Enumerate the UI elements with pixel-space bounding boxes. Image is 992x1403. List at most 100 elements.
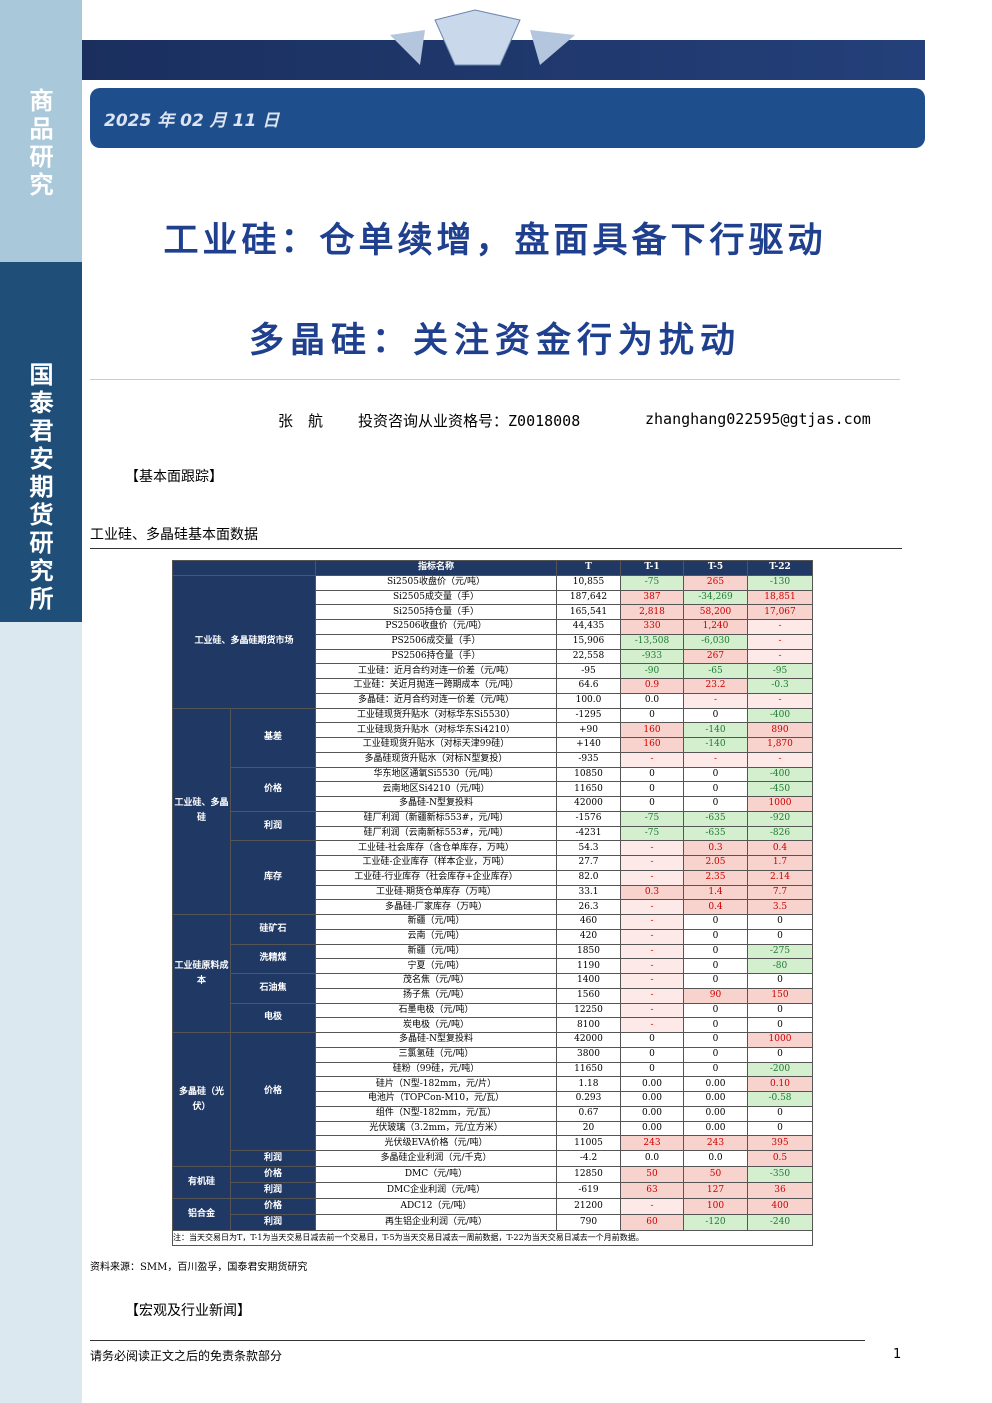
value-cell: -4.2 (556, 1150, 621, 1167)
value-cell: -140 (683, 737, 748, 753)
indicator-name: 多晶硅企业利润（元/千克） (315, 1150, 557, 1167)
value-cell: 2.14 (747, 869, 813, 886)
value-cell: 1,240 (683, 619, 748, 635)
table-row: 电极 石墨电极（元/吨） 12250-0 0 (173, 1002, 813, 1033)
indicator-name: PS2506收盘价（元/吨） (315, 619, 557, 635)
indicator-name: 多晶硅：近月合约对连一价差（元/吨） (315, 692, 557, 709)
value-cell: 0.00 (683, 1120, 748, 1137)
value-cell: -920 (747, 810, 813, 827)
value-cell: 12250 (556, 1002, 621, 1019)
value-cell: 33.1 (556, 884, 621, 901)
value-cell: -0.3 (747, 678, 813, 694)
group-label: 多晶硅（光伏） (172, 1032, 231, 1167)
value-cell: 243 (683, 1135, 748, 1151)
value-cell: 0 (683, 1017, 748, 1033)
date: 2025 年 02 月 11 日 (104, 111, 280, 131)
table-row: 石油焦 茂名焦（元/吨） 1400-0 0 (173, 973, 813, 1004)
value-cell: - (620, 1017, 684, 1033)
table-caption: 工业硅、多晶硅基本面数据 (90, 527, 258, 543)
table-row: 铝合金 价格 ADC12（元/吨） 21200-100 400 (172, 1198, 813, 1231)
value-cell: 3.5 (747, 899, 813, 915)
value-cell: - (747, 692, 813, 709)
value-cell: - (683, 692, 748, 709)
value-cell: -120 (683, 1214, 748, 1231)
value-cell: -450 (747, 781, 813, 797)
table-row: 工业硅：近月合约对连一价差（元/吨） -95 -90 -65 -95 (173, 663, 813, 679)
table-row: 工业硅-企业库存（样本企业，万吨） 27.7-2.05 1.7 (173, 855, 813, 871)
value-cell: 20 (556, 1120, 621, 1137)
value-cell: 60 (620, 1214, 684, 1231)
sidebar-fill (0, 622, 82, 1403)
indicator-name: 组件（N型-182mm，元/瓦） (315, 1105, 557, 1122)
indicator-name: DMC企业利润（元/吨） (315, 1182, 557, 1199)
value-cell: 0 (747, 1002, 813, 1019)
subgroup-label: 基差 (230, 707, 316, 768)
indicator-name: 工业硅：近月合约对连一价差（元/吨） (315, 663, 557, 679)
indicator-name: 工业硅-期货仓单库存（万吨） (315, 884, 557, 901)
value-cell: 100.0 (556, 692, 621, 709)
value-cell: -350 (747, 1166, 813, 1183)
value-cell: 160 (620, 722, 684, 738)
table-row: 多晶硅（光伏） 价格 多晶硅-N型复投料 42000 0 0 1000 (172, 1032, 813, 1167)
value-cell: -275 (747, 943, 813, 960)
license: 投资咨询从业资格号：Z0018008 (358, 412, 581, 430)
column-header: 指标名称 (315, 560, 557, 576)
group-label: 工业硅、多晶硅期货市场 (172, 574, 316, 709)
indicator-name: 工业硅：关近月抛连一跨期成本（元/吨） (315, 678, 557, 694)
value-cell: 400 (747, 1198, 813, 1215)
indicator-name: 工业硅现货升贴水（对标华东Si5530） (315, 707, 557, 724)
value-cell: -75 (620, 825, 684, 842)
value-cell: - (747, 648, 813, 665)
indicator-name: 工业硅-企业库存（样本企业，万吨） (315, 855, 557, 871)
value-cell: 11650 (556, 1061, 621, 1078)
value-cell: 0 (620, 781, 684, 797)
value-cell: +90 (556, 722, 621, 738)
value-cell: 127 (683, 1182, 748, 1199)
value-cell: 50 (683, 1166, 748, 1183)
indicator-name: 多晶硅-厂家库存（万吨） (315, 899, 557, 915)
value-cell: 0 (747, 1105, 813, 1122)
value-cell: - (683, 751, 748, 768)
value-cell: 0.00 (620, 1120, 684, 1137)
value-cell: 0 (620, 1032, 684, 1048)
value-cell: -75 (620, 810, 684, 827)
indicator-name: 硅厂利润（新疆新标553#，元/吨） (315, 810, 557, 827)
indicator-name: 多晶硅-N型复投料 (315, 1032, 557, 1048)
indicator-name: 再生铝企业利润（元/吨） (315, 1214, 557, 1231)
value-cell: -400 (747, 707, 813, 724)
value-cell: 0 (683, 766, 748, 783)
value-cell: -826 (747, 825, 813, 842)
value-cell: 0.3 (683, 840, 748, 856)
indicator-name: 石墨电极（元/吨） (315, 1002, 557, 1019)
table-row: 炭电极（元/吨） 8100-0 0 (173, 1017, 813, 1033)
table-row: 工业硅-期货仓单库存（万吨） 33.1 0.3 1.4 7.7 (173, 884, 813, 901)
value-cell: 0 (747, 1046, 813, 1063)
value-cell: - (620, 869, 684, 886)
sidebar-top-text: 商品研究 (25, 88, 54, 200)
value-cell: 0 (683, 1002, 748, 1019)
value-cell: -80 (747, 958, 813, 974)
subgroup-label: 价格 (230, 1166, 316, 1183)
table-row: 硅粉（99硅，元/吨） 11650 0 0 -200 (173, 1061, 813, 1078)
value-cell: -935 (556, 751, 621, 768)
value-cell: -619 (556, 1182, 621, 1199)
rule (90, 379, 900, 380)
table-row: 多晶硅：近月合约对连一价差（元/吨） 100.0 0.0- - (173, 692, 813, 709)
value-cell: 0 (683, 943, 748, 960)
subgroup-label: 石油焦 (230, 973, 316, 1004)
value-cell: 150 (747, 987, 813, 1004)
value-cell: 0 (683, 796, 748, 812)
header-blank (172, 560, 316, 576)
subgroup-label: 价格 (230, 1032, 316, 1151)
value-cell: 2,818 (620, 604, 684, 620)
value-cell: -4231 (556, 825, 621, 842)
value-cell: 160 (620, 737, 684, 753)
value-cell: 0.00 (683, 1091, 748, 1107)
footer-rule (90, 1340, 865, 1341)
value-cell: 0.4 (683, 899, 748, 915)
value-cell: 27.7 (556, 855, 621, 871)
value-cell: 1,870 (747, 737, 813, 753)
value-cell: 0.0 (683, 1150, 748, 1167)
table-row: 三氯氢硅（元/吨） 3800 0 0 0 (173, 1046, 813, 1063)
value-cell: 0 (683, 958, 748, 974)
